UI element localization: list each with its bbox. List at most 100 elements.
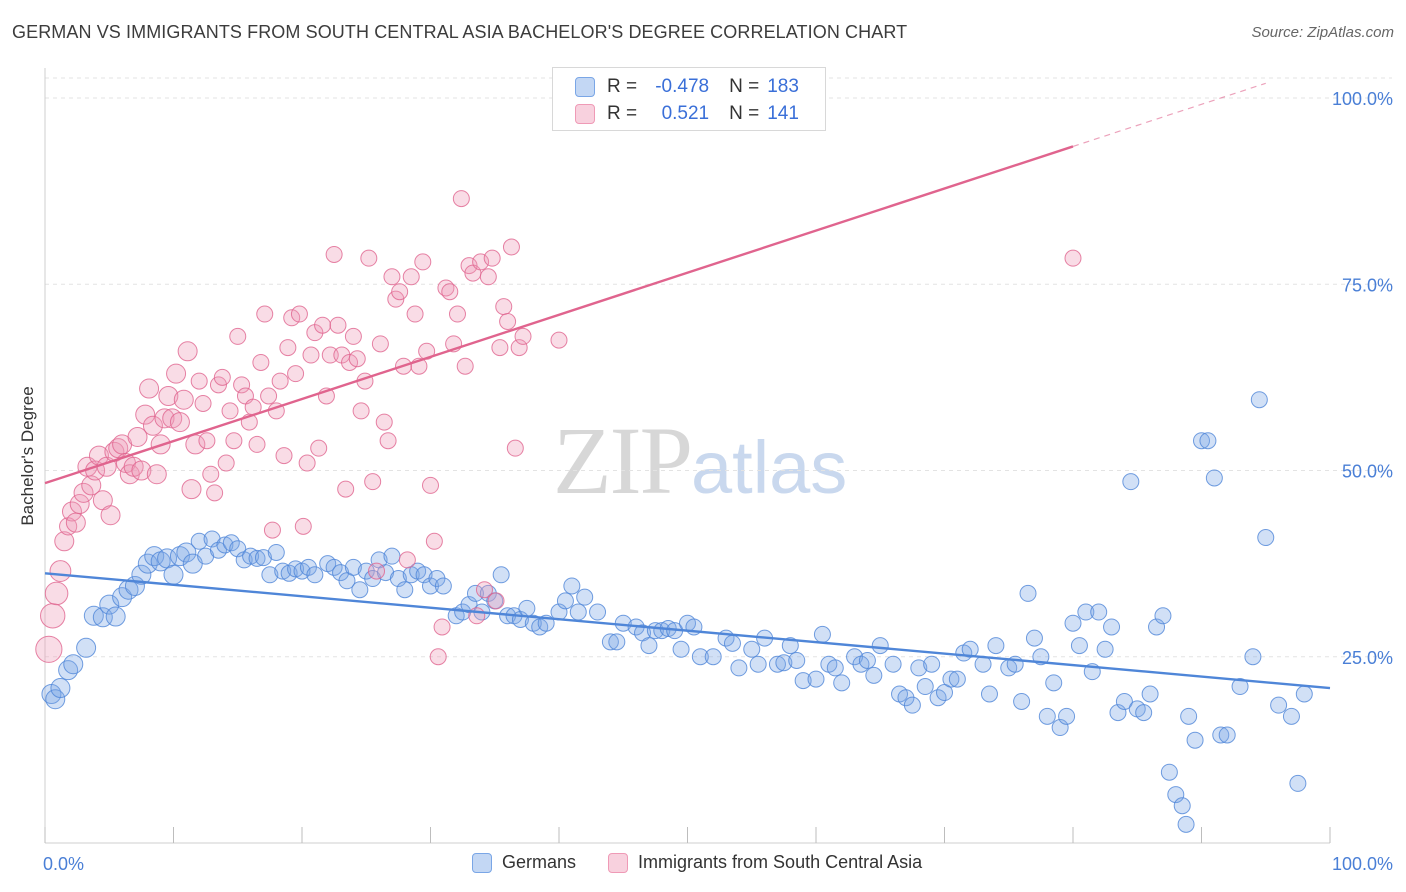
germans-point	[961, 640, 979, 658]
immigrants-point	[344, 327, 362, 345]
germans-point	[1257, 529, 1275, 547]
immigrants-point	[314, 316, 332, 334]
immigrants-point	[475, 581, 493, 599]
x-tick-label: 0.0%	[43, 854, 84, 874]
immigrants-point	[142, 415, 163, 436]
immigrants-point	[514, 327, 532, 345]
immigrants-point	[391, 283, 409, 301]
immigrants-point	[233, 376, 251, 394]
immigrants-point	[364, 473, 382, 491]
y-tick-label: 25.0%	[1342, 648, 1393, 668]
germans-point	[903, 696, 921, 714]
legend-label: Immigrants from South Central Asia	[638, 852, 923, 872]
germans-point	[492, 566, 510, 584]
germans-point	[1019, 584, 1037, 602]
germans-point	[1135, 704, 1153, 722]
germans-point	[254, 549, 272, 567]
germans-point	[274, 562, 292, 580]
germans-point	[99, 594, 120, 615]
germans-point	[942, 670, 960, 688]
immigrants-point	[146, 464, 167, 485]
germans-point	[216, 536, 234, 554]
germans-point	[1244, 648, 1262, 666]
immigrants-point	[248, 435, 266, 453]
germans-point	[1141, 685, 1159, 703]
germans-point	[589, 603, 607, 621]
legend-item-germans[interactable]: Germans	[472, 852, 576, 873]
n-value: 183	[767, 76, 799, 97]
germans-point	[76, 637, 97, 658]
immigrants-point	[425, 532, 443, 550]
germans-point	[169, 546, 190, 567]
legend-item-immigrants[interactable]: Immigrants from South Central Asia	[608, 852, 922, 873]
immigrants-point	[506, 439, 524, 457]
immigrants-point	[131, 460, 152, 481]
germans-point	[1013, 692, 1031, 710]
stats-box: R = -0.478 N = 183 R = 0.521 N = 141	[552, 67, 826, 131]
germans-point	[910, 659, 928, 677]
y-tick-label: 50.0%	[1342, 462, 1393, 482]
germans-point	[768, 655, 786, 673]
immigrants-point	[154, 408, 175, 429]
germans-point	[640, 637, 658, 655]
immigrants-point	[483, 249, 501, 267]
immigrants-point	[190, 372, 208, 390]
germans-point	[351, 581, 369, 599]
stats-row-immigrants: R = 0.521 N = 141	[575, 101, 799, 127]
germans-point	[1270, 696, 1288, 714]
germans-point	[50, 678, 71, 699]
immigrants-point	[495, 298, 513, 316]
immigrants-point	[452, 190, 470, 208]
immigrants-point	[275, 447, 293, 465]
immigrants-point	[158, 386, 179, 406]
germans-point	[704, 648, 722, 666]
germans-point	[63, 654, 84, 675]
immigrants-point	[448, 305, 466, 323]
watermark-atlas: atlas	[691, 426, 848, 509]
immigrants-point	[194, 394, 212, 412]
germans-point	[1212, 726, 1230, 744]
y-axis-label: Bachelor's Degree	[18, 386, 37, 525]
germans-point	[1045, 674, 1063, 692]
immigrants-point	[221, 402, 239, 420]
immigrants-point	[279, 339, 297, 357]
immigrants-point	[379, 432, 397, 450]
immigrants-point	[217, 454, 235, 472]
germans-swatch	[575, 77, 595, 97]
germans-point	[1064, 614, 1082, 632]
germans-point	[916, 678, 934, 696]
germans-point	[691, 648, 709, 666]
germans-point	[45, 689, 66, 710]
immigrants-point	[169, 412, 190, 433]
immigrants-point	[325, 245, 343, 263]
immigrants-point	[398, 551, 416, 569]
r-label: R =	[607, 76, 638, 97]
y-tick-label: 100.0%	[1332, 89, 1393, 109]
germans-point	[242, 547, 260, 565]
immigrants-point	[487, 592, 505, 610]
germans-point	[1090, 603, 1108, 621]
immigrants-trend-extension	[1072, 82, 1266, 147]
immigrants-point	[433, 618, 451, 636]
germans-point	[601, 633, 619, 651]
immigrants-point	[429, 648, 447, 666]
germans-point	[1177, 815, 1195, 833]
germans-point	[1282, 707, 1300, 725]
germans-point	[653, 622, 671, 640]
germans-point	[1160, 763, 1178, 781]
immigrants-point	[294, 517, 312, 535]
germans-trend-line	[44, 572, 1331, 690]
germans-point	[1070, 637, 1088, 655]
immigrants-point	[510, 339, 528, 357]
immigrants-point	[213, 368, 231, 386]
germans-point	[287, 560, 305, 578]
germans-point	[1289, 774, 1307, 792]
immigrants-point	[173, 389, 194, 410]
immigrants-point	[73, 482, 94, 503]
germans-point	[131, 564, 152, 585]
immigrants-point	[360, 249, 378, 267]
germans-point	[576, 588, 594, 606]
germans-point	[1115, 692, 1133, 710]
immigrants-point	[402, 268, 420, 286]
germans-point	[608, 633, 626, 651]
